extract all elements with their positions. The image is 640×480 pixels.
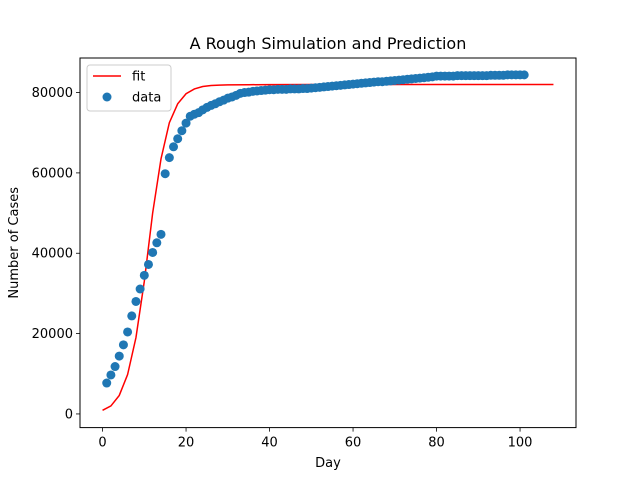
data-point (110, 362, 120, 372)
data-point (143, 259, 153, 269)
x-tick-label: 20 (178, 436, 195, 451)
y-tick-label: 60000 (32, 166, 73, 181)
x-tick-label: 100 (508, 436, 533, 451)
data-point (106, 370, 116, 380)
data-point (156, 229, 166, 239)
data-point (519, 70, 529, 80)
data-point (177, 126, 187, 136)
data-point (173, 134, 183, 144)
data-point (181, 118, 191, 128)
x-tick-label: 0 (98, 436, 106, 451)
axis-ticks: 0 20 40 60 80 100 0 20000 40000 60000 80000 (32, 86, 533, 451)
plot-area (102, 70, 554, 411)
y-axis-label: Number of Cases (7, 187, 22, 299)
data-point (139, 270, 149, 280)
axes-frame (79, 57, 577, 429)
data-point (164, 153, 174, 163)
data-point (118, 340, 128, 350)
y-tick-label: 20000 (32, 327, 73, 342)
legend: fit data (86, 64, 172, 112)
legend-data-swatch (102, 92, 112, 102)
data-point (123, 327, 133, 337)
legend-fit-label: fit (132, 70, 145, 85)
x-tick-label: 40 (261, 436, 278, 451)
x-axis-label: Day (315, 456, 341, 471)
legend-data-label: data (132, 91, 161, 106)
y-tick-label: 0 (65, 407, 73, 422)
data-point (131, 296, 141, 306)
data-point (114, 351, 124, 361)
y-tick-label: 40000 (32, 247, 73, 262)
chart-title: A Rough Simulation and Prediction (190, 34, 467, 53)
data-point (160, 169, 170, 179)
data-point (135, 284, 145, 294)
x-tick-label: 80 (428, 436, 445, 451)
data-point (148, 247, 158, 257)
data-point (152, 238, 162, 248)
data-point (169, 142, 179, 152)
data-point (102, 378, 112, 388)
y-tick-label: 80000 (32, 86, 73, 101)
data-point (127, 311, 137, 321)
x-tick-label: 60 (345, 436, 362, 451)
